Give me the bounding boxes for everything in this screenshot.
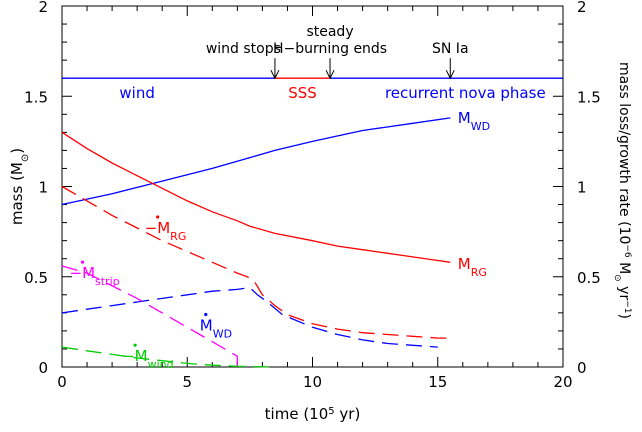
x-tick-label: 10 xyxy=(303,373,322,391)
y-tick-label-right: 1 xyxy=(577,179,587,197)
y-tick-label-right: 0.5 xyxy=(577,269,601,287)
x-axis-label: time (105 yr) xyxy=(265,405,361,423)
series-label: −Mstrip xyxy=(70,264,120,288)
plot-frame xyxy=(61,5,564,368)
y-tick-label-left: 1 xyxy=(38,179,48,197)
series-label-dot xyxy=(133,343,137,347)
event-arrow-head xyxy=(270,69,280,80)
phase-label: recurrent nova phase xyxy=(385,84,546,102)
series-label: MRG xyxy=(458,255,487,279)
event-arrow-head xyxy=(325,69,335,80)
series-line-2 xyxy=(61,185,451,339)
x-tick-label: 15 xyxy=(428,373,447,391)
series-line-1 xyxy=(61,131,451,263)
x-tick-label: 0 xyxy=(57,373,67,391)
series-label: −Mwind xyxy=(122,347,174,371)
event-label: steady xyxy=(306,24,353,40)
y-tick-label-right: 1.5 xyxy=(577,88,601,106)
series-label: MWD xyxy=(458,109,490,133)
phase-label: wind xyxy=(119,84,154,102)
event-label: SN Ia xyxy=(432,41,469,57)
y-tick-label-left: 1.5 xyxy=(24,88,48,106)
event-label: wind stops xyxy=(206,41,281,57)
series-line-4 xyxy=(61,265,238,367)
event-arrow-head xyxy=(445,69,455,80)
y-axis-label-right: mass loss/growth rate (10−6 M⊙ yr−1) xyxy=(612,62,632,319)
y-tick-label-right: 0 xyxy=(577,359,587,377)
y-tick-label-left: 0 xyxy=(38,359,48,377)
event-label-line2: H−burning ends xyxy=(273,41,387,57)
phase-label: SSS xyxy=(288,84,317,102)
series-label-dot xyxy=(80,260,85,264)
series-label: MWD xyxy=(200,316,232,340)
y-tick-label-left: 2 xyxy=(38,0,48,16)
series-line-0 xyxy=(61,117,451,206)
y-axis-label-right-text: mass loss/growth rate (10−6 M⊙ yr−1) xyxy=(612,62,632,319)
y-axis-label-left-text: mass (M⊙) xyxy=(8,148,31,225)
series-label: −MRG xyxy=(145,219,187,243)
series-line-3 xyxy=(61,286,438,348)
y-axis-label-left: mass (M⊙) xyxy=(8,148,31,225)
series-label-dot xyxy=(204,312,208,317)
x-tick-label: 5 xyxy=(182,373,192,391)
series-label-dot xyxy=(156,215,160,219)
series-line-5 xyxy=(61,346,275,368)
x-tick-label: 20 xyxy=(553,373,572,391)
y-tick-label-left: 0.5 xyxy=(24,269,48,287)
y-tick-label-right: 2 xyxy=(577,0,587,16)
